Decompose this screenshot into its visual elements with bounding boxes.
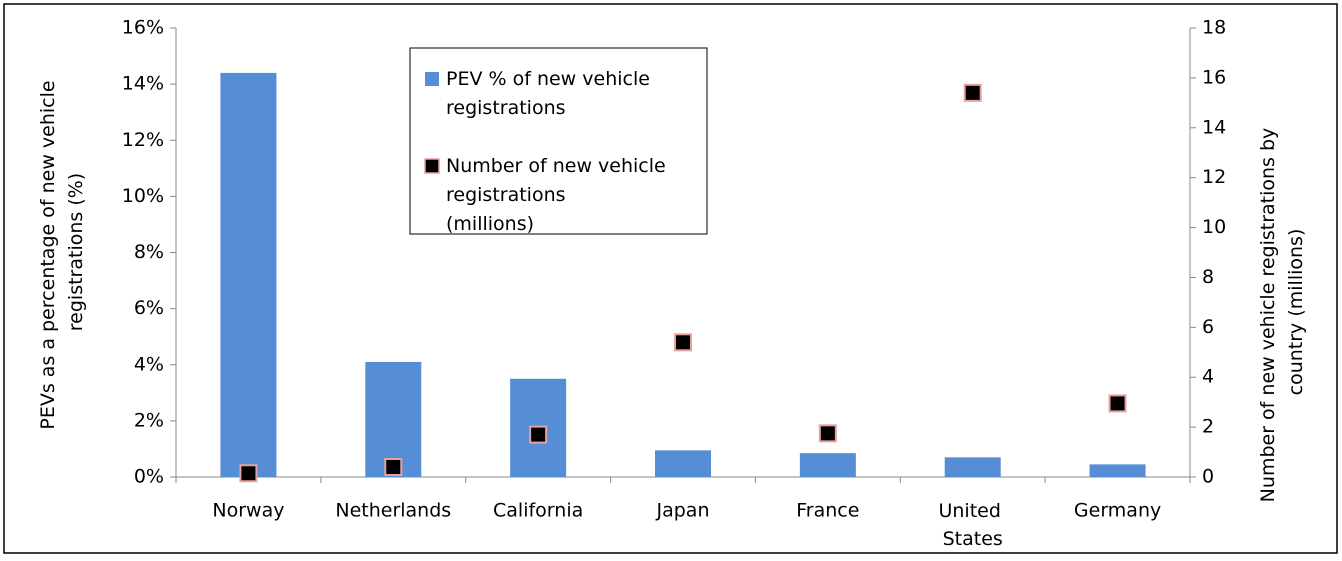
x-tick-label: Norway [212, 500, 284, 522]
y2-tick-label: 0 [1202, 466, 1214, 488]
y-axis-title: PEVs as a percentage of new vehicle regi… [37, 74, 87, 429]
y2-tick-label: 4 [1202, 366, 1214, 388]
y-tick-label: 2% [134, 409, 164, 431]
y-tick-label: 16% [122, 17, 164, 39]
legend-box [409, 47, 708, 235]
bar [365, 361, 422, 477]
marker [818, 424, 837, 443]
y-tick-label: 10% [122, 185, 164, 207]
bar [799, 453, 856, 477]
x-tick-label: Japan [656, 500, 710, 522]
x-tick-label: Netherlands [335, 500, 451, 522]
marker [529, 425, 548, 444]
bar [1089, 464, 1146, 477]
y2-tick-label: 8 [1202, 266, 1214, 288]
y2-tick-label: 18 [1202, 17, 1226, 39]
x-tick-label: Germany [1074, 500, 1161, 522]
legend-swatch [425, 72, 439, 86]
y-tick-label: 8% [134, 241, 164, 263]
y2-tick-label: 12 [1202, 166, 1226, 188]
marker [963, 83, 982, 102]
y-tick-label: 12% [122, 129, 164, 151]
legend-label: Number of new vehicle registrations (mil… [446, 155, 672, 235]
y-tick-label: 0% [134, 466, 164, 488]
x-tick-label: United States [938, 500, 1006, 550]
x-tick-label: California [493, 500, 583, 522]
y2-axis-title: Number of new vehicle registrations by c… [1257, 122, 1307, 503]
marker [1108, 394, 1127, 413]
y2-tick-label: 16 [1202, 66, 1226, 88]
marker [239, 464, 258, 483]
bar [655, 450, 711, 477]
legend-swatch [424, 158, 440, 174]
y2-tick-label: 10 [1202, 216, 1226, 238]
marker [384, 458, 403, 477]
y2-tick-label: 14 [1202, 116, 1226, 138]
bar [944, 457, 1001, 477]
y-tick-label: 4% [134, 353, 164, 375]
marker [674, 333, 692, 352]
y-tick-label: 6% [134, 297, 164, 319]
x-tick-label: France [796, 500, 859, 522]
bar [220, 72, 277, 478]
y2-tick-label: 2 [1202, 416, 1214, 438]
legend-label: PEV % of new vehicle registrations [446, 68, 656, 119]
y2-tick-label: 6 [1202, 316, 1214, 338]
y-tick-label: 14% [122, 73, 164, 95]
